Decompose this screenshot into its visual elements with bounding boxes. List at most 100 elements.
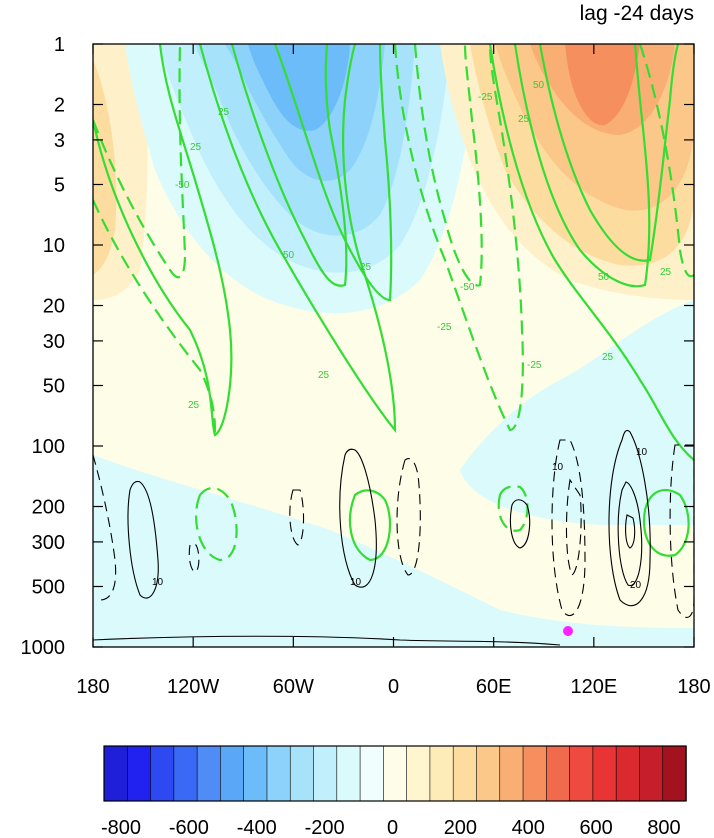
y-tick-label: 200 xyxy=(32,497,65,519)
colorbar-swatch xyxy=(289,745,315,802)
green-contour-dashed xyxy=(413,44,483,287)
contour-label: 25 xyxy=(518,114,530,125)
black-contour xyxy=(93,635,561,646)
black-contour xyxy=(127,480,159,599)
colorbar-swatch xyxy=(499,745,524,802)
green-contour xyxy=(513,44,651,288)
x-tick-label: 180 xyxy=(76,676,109,698)
black-contour xyxy=(617,481,643,587)
x-axis: 180 120W 60W 0 60E 120E 180 xyxy=(76,44,711,698)
green-contour xyxy=(273,44,393,302)
green-contour xyxy=(488,44,694,461)
colorbar-tick-label: -600 xyxy=(169,817,209,838)
colorbar-tick-label: 0 xyxy=(387,817,398,838)
contour-label: -25 xyxy=(437,322,452,333)
x-tick-label: 120E xyxy=(570,676,617,698)
x-tick-label: 0 xyxy=(388,676,399,698)
colorbar-swatch xyxy=(103,745,128,802)
contour-label: 20 xyxy=(630,580,642,591)
contour-label: 25 xyxy=(360,262,372,273)
shade-low-negative xyxy=(93,455,694,647)
colorbar-tick-label: 200 xyxy=(444,817,477,838)
location-marker xyxy=(563,626,573,636)
shade-mid-negative xyxy=(460,300,694,525)
y-tick-label: 1 xyxy=(54,34,65,56)
contour-label: -50 xyxy=(175,180,190,191)
colorbar-swatch xyxy=(569,745,594,802)
colorbar-swatch xyxy=(592,745,617,802)
chart-title: lag -24 days xyxy=(580,2,694,25)
y-tick-label: 1000 xyxy=(21,637,66,659)
colorbar-swatch xyxy=(522,745,548,802)
contour-label: 25 xyxy=(660,267,672,278)
black-contour xyxy=(608,429,651,607)
colorbar-swatch xyxy=(615,745,641,802)
green-contour-lower-1 xyxy=(348,489,392,562)
x-tick-label: 60E xyxy=(476,676,512,698)
y-tick-label: 5 xyxy=(54,174,65,196)
colorbar-tick-label: 400 xyxy=(512,817,545,838)
colorbar-swatch xyxy=(406,745,431,802)
black-contour-dashed xyxy=(551,439,586,616)
green-contour-dashed xyxy=(93,44,187,279)
black-contour-dashed xyxy=(396,458,421,576)
colorbar-swatch xyxy=(196,745,222,802)
colorbar-swatch xyxy=(150,745,175,802)
black-contour xyxy=(509,499,531,549)
colorbar-swatch xyxy=(173,745,198,802)
contour-label: 25 xyxy=(218,107,230,118)
y-tick-label: 10 xyxy=(43,235,65,257)
colorbar-tick-label: -200 xyxy=(305,817,345,838)
contour-label: 25 xyxy=(602,352,614,363)
contour-label: -25 xyxy=(527,360,542,371)
colorbar-swatch xyxy=(429,745,454,802)
y-tick-label: 3 xyxy=(54,130,65,152)
contour-label: 25 xyxy=(188,400,200,411)
green-contour-dashed xyxy=(638,44,694,278)
colorbar-frame xyxy=(103,745,687,802)
colorbar-swatch xyxy=(220,745,245,802)
contour-label: 10 xyxy=(636,447,648,458)
colorbar-tick-label: 800 xyxy=(647,817,680,838)
y-tick-label: 20 xyxy=(43,296,65,318)
green-contour-dashed xyxy=(393,44,524,432)
black-contours xyxy=(93,429,694,646)
x-tick-label: 60W xyxy=(273,676,314,698)
black-contour-dashed xyxy=(188,544,200,573)
colorbar-swatch xyxy=(243,745,268,802)
contour-label: 25 xyxy=(190,142,202,153)
colorbar-tick-label: -800 xyxy=(101,817,141,838)
plot-area xyxy=(93,44,694,647)
colorbar: -800 -600 -400 -200 0 200 400 600 800 xyxy=(101,745,687,838)
y-tick-label: 300 xyxy=(32,532,65,554)
green-contour-dashed xyxy=(93,199,217,436)
black-contour-dashed xyxy=(93,454,117,601)
contour-label: 25 xyxy=(318,370,330,381)
colorbar-swatch xyxy=(476,745,501,802)
contour-label: 10 xyxy=(350,577,362,588)
green-contour xyxy=(230,44,348,287)
shade-orange-5 xyxy=(565,44,640,126)
x-tick-label: 120W xyxy=(167,676,219,698)
contour-label: 50 xyxy=(598,272,610,283)
y-tick-label: 50 xyxy=(43,375,65,397)
green-contours xyxy=(93,44,694,562)
contour-label: 10 xyxy=(152,577,164,588)
black-contour xyxy=(339,448,377,588)
contour-label: 10 xyxy=(552,462,564,473)
colorbar-swatch xyxy=(383,745,408,802)
y-tick-label: 30 xyxy=(43,331,65,353)
contour-labels: 25 25 -50 50 25 25 25 -50 -25 -25 -25 50… xyxy=(152,80,672,591)
colorbar-swatch xyxy=(126,745,152,802)
colorbar-swatch xyxy=(266,745,291,802)
contour-label: 50 xyxy=(533,80,545,91)
contour-label: 50 xyxy=(283,250,295,261)
colorbar-swatch xyxy=(336,745,361,802)
green-contour xyxy=(93,44,233,437)
black-contour-dashed xyxy=(565,478,582,576)
green-contour xyxy=(198,44,397,434)
shade-blue-5 xyxy=(248,44,350,131)
colorbar-tick-label: -400 xyxy=(237,817,277,838)
y-tick-label: 2 xyxy=(54,95,65,117)
colorbar-swatch xyxy=(452,745,478,802)
